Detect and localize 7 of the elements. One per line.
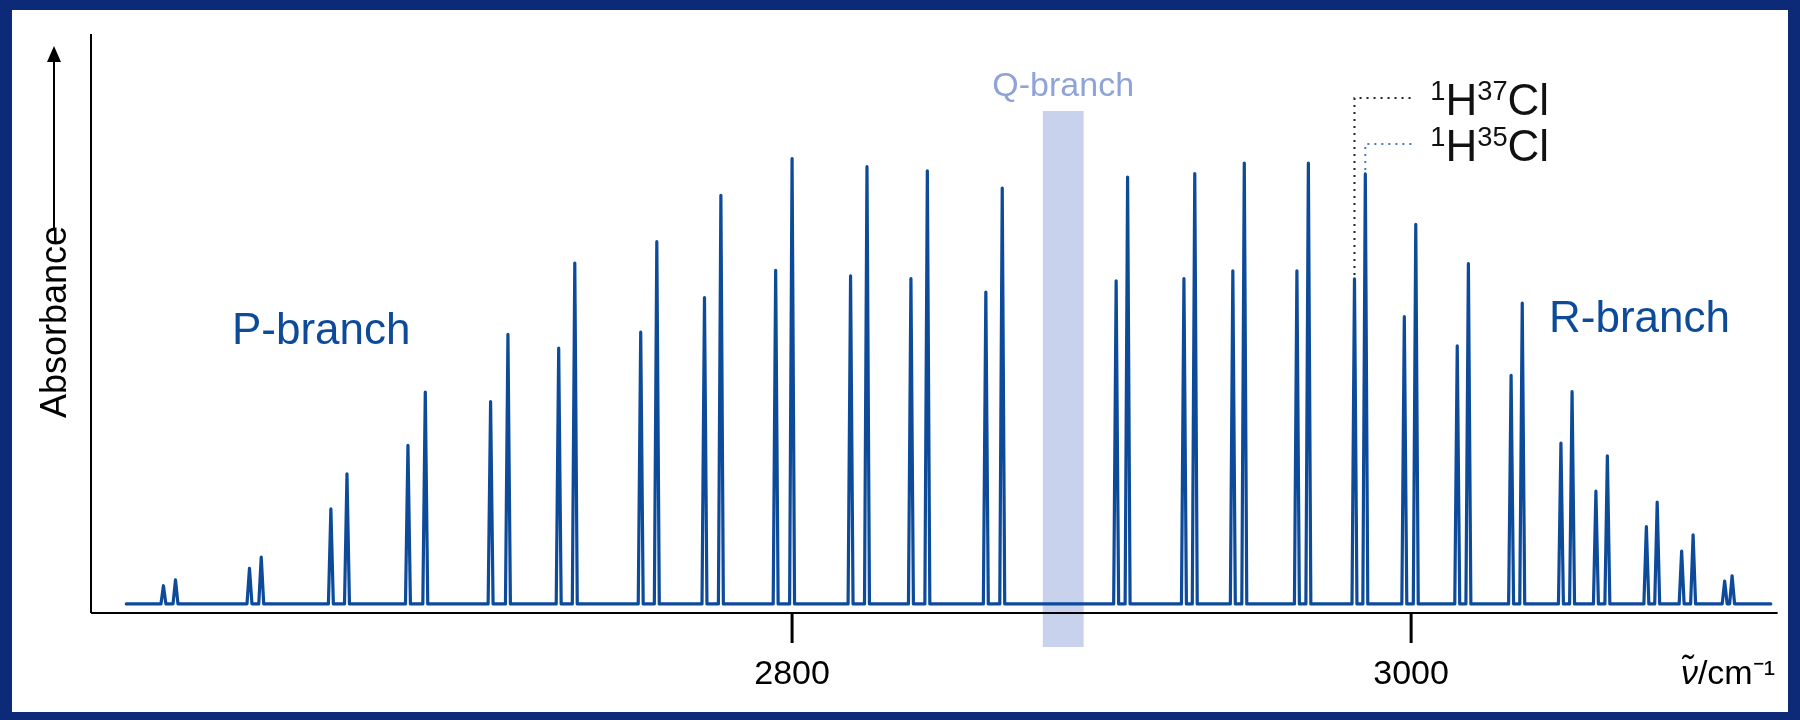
- band-label: Q-branch: [992, 65, 1135, 103]
- annotation: P-branch: [232, 304, 411, 353]
- x-tick-label: 2800: [754, 653, 830, 691]
- y-axis-title: Absorbance: [33, 225, 74, 419]
- x-tick-label: 3000: [1373, 653, 1449, 691]
- annotation: R-branch: [1549, 292, 1730, 341]
- x-axis-title: ν̃/cm⁻¹: [1680, 653, 1775, 691]
